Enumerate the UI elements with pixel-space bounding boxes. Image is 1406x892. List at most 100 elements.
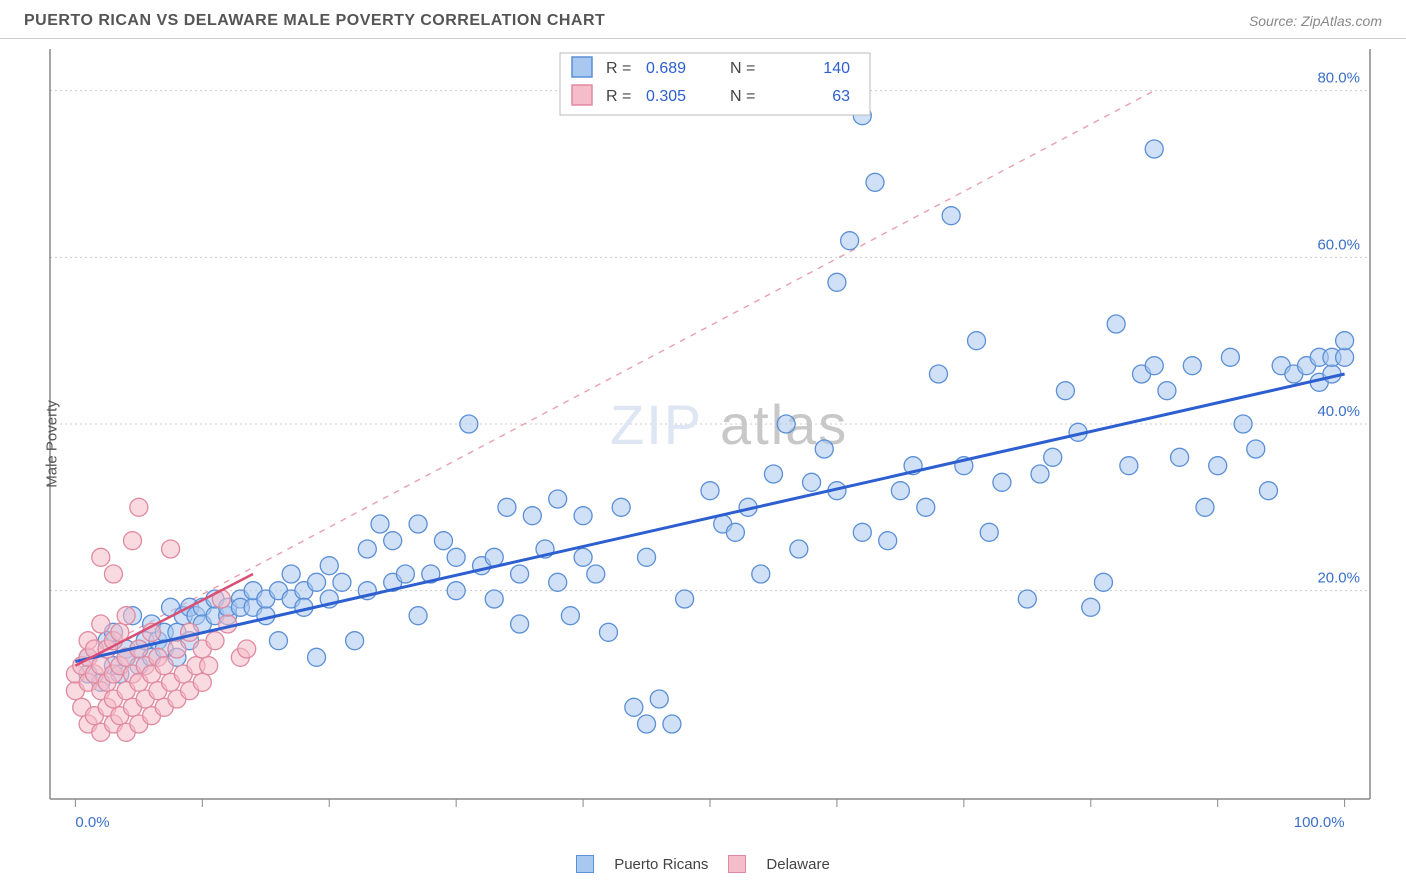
point-pr: [650, 690, 668, 708]
point-pr: [1018, 590, 1036, 608]
point-pr: [1107, 315, 1125, 333]
point-de: [162, 540, 180, 558]
point-pr: [396, 565, 414, 583]
point-pr: [320, 557, 338, 575]
legend-r-label: R =: [606, 88, 631, 105]
scatter-chart: 20.0%40.0%60.0%80.0%ZIPatlas0.0%100.0%R …: [0, 39, 1406, 849]
point-de: [219, 615, 237, 633]
point-pr: [561, 607, 579, 625]
point-pr: [511, 565, 529, 583]
point-pr: [891, 482, 909, 500]
point-pr: [587, 565, 605, 583]
point-pr: [409, 607, 427, 625]
point-pr: [1031, 465, 1049, 483]
point-pr: [1145, 140, 1163, 158]
point-de: [117, 607, 135, 625]
point-pr: [1196, 498, 1214, 516]
identity-line: [75, 91, 1154, 662]
point-pr: [841, 232, 859, 250]
point-de: [124, 532, 142, 550]
point-pr: [1336, 332, 1354, 350]
point-pr: [1120, 457, 1138, 475]
point-pr: [764, 465, 782, 483]
point-de: [155, 657, 173, 675]
point-pr: [447, 582, 465, 600]
point-pr: [282, 565, 300, 583]
point-pr: [1259, 482, 1277, 500]
point-pr: [866, 173, 884, 191]
point-pr: [523, 507, 541, 525]
point-pr: [549, 490, 567, 508]
point-de: [92, 548, 110, 566]
point-pr: [1221, 348, 1239, 366]
point-pr: [384, 532, 402, 550]
y-tick-label: 60.0%: [1317, 236, 1360, 253]
point-pr: [409, 515, 427, 533]
chart-area: Male Poverty 20.0%40.0%60.0%80.0%ZIPatla…: [0, 39, 1406, 849]
source-attribution: Source: ZipAtlas.com: [1249, 13, 1382, 29]
y-tick-label: 20.0%: [1317, 570, 1360, 587]
y-tick-label: 40.0%: [1317, 403, 1360, 420]
legend-n-value: 140: [823, 60, 850, 77]
chart-title: PUERTO RICAN VS DELAWARE MALE POVERTY CO…: [24, 12, 605, 30]
bottom-legend: Puerto Ricans Delaware: [0, 849, 1406, 873]
y-axis-label: Male Poverty: [43, 400, 60, 488]
point-pr: [853, 523, 871, 541]
point-pr: [752, 565, 770, 583]
point-pr: [1094, 573, 1112, 591]
point-pr: [371, 515, 389, 533]
point-pr: [1082, 598, 1100, 616]
trend-line-pr: [75, 374, 1344, 662]
x-tick-label: 0.0%: [75, 814, 109, 831]
legend-swatch-blue: [576, 855, 594, 873]
point-pr: [434, 532, 452, 550]
point-pr: [980, 523, 998, 541]
point-pr: [447, 548, 465, 566]
watermark-zip: ZIP: [610, 393, 703, 456]
legend-r-value: 0.305: [646, 88, 686, 105]
point-pr: [358, 540, 376, 558]
point-pr: [929, 365, 947, 383]
point-pr: [701, 482, 719, 500]
point-de: [168, 640, 186, 658]
point-pr: [1183, 357, 1201, 375]
point-pr: [599, 623, 617, 641]
legend-r-value: 0.689: [646, 60, 686, 77]
chart-header: PUERTO RICAN VS DELAWARE MALE POVERTY CO…: [0, 0, 1406, 39]
point-pr: [803, 473, 821, 491]
point-de: [206, 632, 224, 650]
point-pr: [574, 548, 592, 566]
point-pr: [269, 632, 287, 650]
point-pr: [549, 573, 567, 591]
point-pr: [790, 540, 808, 558]
point-pr: [1234, 415, 1252, 433]
point-pr: [460, 415, 478, 433]
point-pr: [638, 715, 656, 733]
point-pr: [1171, 448, 1189, 466]
legend-label-pr: Puerto Ricans: [614, 856, 708, 873]
point-de: [130, 498, 148, 516]
point-pr: [917, 498, 935, 516]
point-pr: [879, 532, 897, 550]
point-pr: [1158, 382, 1176, 400]
point-pr: [676, 590, 694, 608]
legend-swatch: [572, 57, 592, 77]
legend-swatch-pink: [728, 855, 746, 873]
point-de: [92, 615, 110, 633]
point-pr: [968, 332, 986, 350]
point-de: [238, 640, 256, 658]
point-de: [181, 623, 199, 641]
point-pr: [663, 715, 681, 733]
point-pr: [726, 523, 744, 541]
point-pr: [1247, 440, 1265, 458]
point-de: [104, 565, 122, 583]
legend-swatch: [572, 85, 592, 105]
point-pr: [1145, 357, 1163, 375]
point-pr: [511, 615, 529, 633]
point-de: [193, 673, 211, 691]
point-pr: [828, 273, 846, 291]
point-pr: [1209, 457, 1227, 475]
point-pr: [574, 507, 592, 525]
legend-n-value: 63: [832, 88, 850, 105]
x-tick-label: 100.0%: [1294, 814, 1345, 831]
